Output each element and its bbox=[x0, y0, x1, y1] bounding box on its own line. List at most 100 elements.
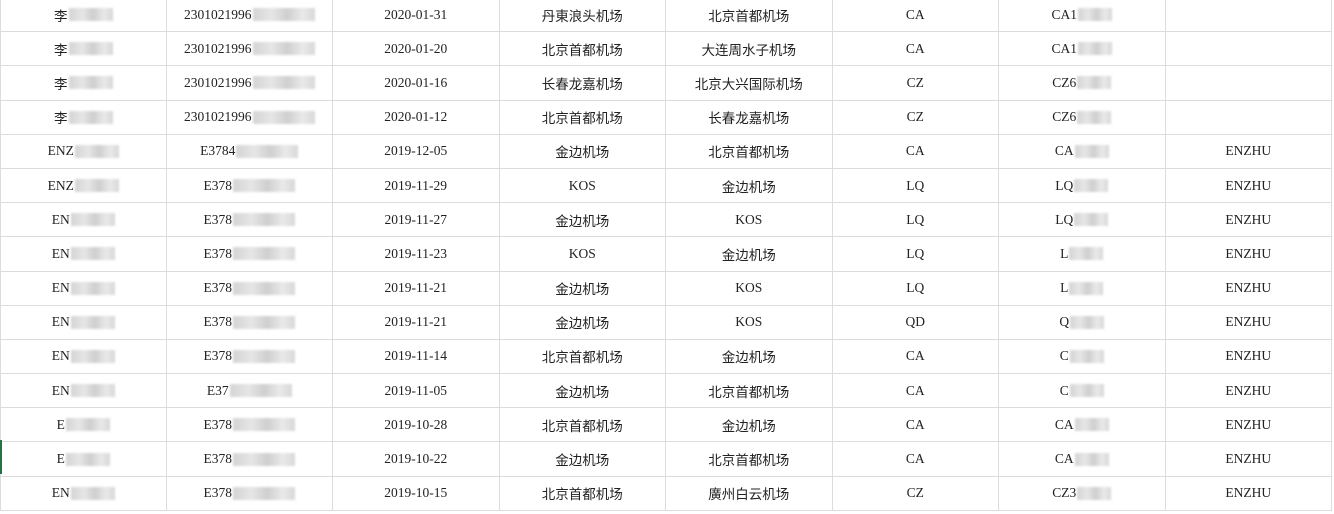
cell-airline-code[interactable]: CA bbox=[833, 339, 999, 374]
cell-arrival-airport[interactable]: KOS bbox=[666, 203, 833, 237]
cell-flight-number[interactable]: CA bbox=[999, 442, 1166, 476]
cell-airline-code[interactable]: CA bbox=[833, 374, 999, 408]
cell-airline-code[interactable]: CZ bbox=[833, 476, 999, 510]
cell-airline-code[interactable]: CA bbox=[833, 442, 999, 476]
cell-english-name[interactable]: ENZHU bbox=[1166, 203, 1332, 237]
cell-departure-airport[interactable]: KOS bbox=[500, 237, 666, 271]
cell-flight-number[interactable]: CZ6 bbox=[999, 100, 1166, 134]
cell-flight-number[interactable]: CA bbox=[999, 134, 1166, 168]
cell-airline-code[interactable]: CA bbox=[833, 408, 999, 442]
cell-passenger-name[interactable]: 李 bbox=[0, 32, 167, 66]
cell-flight-date[interactable]: 2019-10-22 bbox=[333, 442, 500, 476]
cell-english-name[interactable]: ENZHU bbox=[1166, 339, 1332, 374]
cell-airline-code[interactable]: CA bbox=[833, 0, 999, 32]
cell-flight-date[interactable]: 2019-11-29 bbox=[333, 168, 500, 203]
cell-arrival-airport[interactable]: 北京首都机场 bbox=[666, 374, 833, 408]
cell-departure-airport[interactable]: 长春龙嘉机场 bbox=[500, 66, 666, 100]
cell-passenger-name[interactable]: 李 bbox=[0, 66, 167, 100]
cell-flight-date[interactable]: 2020-01-31 bbox=[333, 0, 500, 32]
cell-airline-code[interactable]: LQ bbox=[833, 203, 999, 237]
cell-passenger-name[interactable]: ENZ bbox=[0, 168, 167, 203]
cell-passenger-name[interactable]: EN bbox=[0, 476, 167, 510]
cell-flight-number[interactable]: CA1 bbox=[999, 0, 1166, 32]
cell-airline-code[interactable]: LQ bbox=[833, 237, 999, 271]
cell-passenger-name[interactable]: ENZ bbox=[0, 134, 167, 168]
cell-arrival-airport[interactable]: 金边机场 bbox=[666, 408, 833, 442]
cell-flight-date[interactable]: 2019-12-05 bbox=[333, 134, 500, 168]
cell-flight-number[interactable]: Q bbox=[999, 305, 1166, 339]
cell-departure-airport[interactable]: 金边机场 bbox=[500, 374, 666, 408]
cell-english-name[interactable]: ENZHU bbox=[1166, 374, 1332, 408]
cell-flight-number[interactable]: LQ bbox=[999, 168, 1166, 203]
cell-flight-number[interactable]: CA1 bbox=[999, 32, 1166, 66]
cell-id-number[interactable]: E378 bbox=[167, 476, 333, 510]
cell-departure-airport[interactable]: 金边机场 bbox=[500, 271, 666, 305]
cell-id-number[interactable]: E378 bbox=[167, 305, 333, 339]
cell-flight-date[interactable]: 2019-11-21 bbox=[333, 305, 500, 339]
cell-flight-date[interactable]: 2020-01-20 bbox=[333, 32, 500, 66]
cell-flight-number[interactable]: C bbox=[999, 339, 1166, 374]
cell-arrival-airport[interactable]: 金边机场 bbox=[666, 339, 833, 374]
cell-departure-airport[interactable]: 金边机场 bbox=[500, 203, 666, 237]
cell-arrival-airport[interactable]: 北京首都机场 bbox=[666, 442, 833, 476]
cell-english-name[interactable] bbox=[1166, 32, 1332, 66]
cell-airline-code[interactable]: CZ bbox=[833, 66, 999, 100]
cell-english-name[interactable]: ENZHU bbox=[1166, 168, 1332, 203]
cell-arrival-airport[interactable]: 金边机场 bbox=[666, 237, 833, 271]
cell-english-name[interactable]: ENZHU bbox=[1166, 237, 1332, 271]
cell-english-name[interactable]: ENZHU bbox=[1166, 476, 1332, 510]
cell-flight-number[interactable]: CA bbox=[999, 408, 1166, 442]
cell-english-name[interactable]: ENZHU bbox=[1166, 134, 1332, 168]
cell-flight-date[interactable]: 2019-11-21 bbox=[333, 271, 500, 305]
cell-departure-airport[interactable]: 金边机场 bbox=[500, 442, 666, 476]
cell-passenger-name[interactable]: EN bbox=[0, 203, 167, 237]
cell-passenger-name[interactable]: EN bbox=[0, 305, 167, 339]
cell-english-name[interactable] bbox=[1166, 100, 1332, 134]
cell-arrival-airport[interactable]: 金边机场 bbox=[666, 168, 833, 203]
cell-passenger-name[interactable]: EN bbox=[0, 339, 167, 374]
cell-departure-airport[interactable]: 北京首都机场 bbox=[500, 408, 666, 442]
cell-arrival-airport[interactable]: 北京大兴国际机场 bbox=[666, 66, 833, 100]
cell-arrival-airport[interactable]: KOS bbox=[666, 305, 833, 339]
cell-departure-airport[interactable]: 北京首都机场 bbox=[500, 339, 666, 374]
cell-flight-number[interactable]: L bbox=[999, 237, 1166, 271]
cell-flight-date[interactable]: 2020-01-12 bbox=[333, 100, 500, 134]
cell-departure-airport[interactable]: KOS bbox=[500, 168, 666, 203]
cell-id-number[interactable]: E378 bbox=[167, 237, 333, 271]
cell-flight-date[interactable]: 2019-11-05 bbox=[333, 374, 500, 408]
cell-flight-date[interactable]: 2019-10-15 bbox=[333, 476, 500, 510]
cell-id-number[interactable]: E378 bbox=[167, 339, 333, 374]
cell-arrival-airport[interactable]: 北京首都机场 bbox=[666, 0, 833, 32]
cell-arrival-airport[interactable]: 长春龙嘉机场 bbox=[666, 100, 833, 134]
cell-id-number[interactable]: 2301021996 bbox=[167, 100, 333, 134]
cell-airline-code[interactable]: QD bbox=[833, 305, 999, 339]
cell-airline-code[interactable]: LQ bbox=[833, 168, 999, 203]
cell-id-number[interactable]: E378 bbox=[167, 408, 333, 442]
cell-id-number[interactable]: E378 bbox=[167, 203, 333, 237]
cell-passenger-name[interactable]: E bbox=[0, 408, 167, 442]
cell-passenger-name[interactable]: EN bbox=[0, 374, 167, 408]
cell-flight-number[interactable]: CZ6 bbox=[999, 66, 1166, 100]
cell-arrival-airport[interactable]: 大连周水子机场 bbox=[666, 32, 833, 66]
cell-flight-date[interactable]: 2019-11-27 bbox=[333, 203, 500, 237]
cell-flight-number[interactable]: CZ3 bbox=[999, 476, 1166, 510]
cell-arrival-airport[interactable]: KOS bbox=[666, 271, 833, 305]
cell-id-number[interactable]: E37 bbox=[167, 374, 333, 408]
cell-arrival-airport[interactable]: 廣州白云机场 bbox=[666, 476, 833, 510]
cell-english-name[interactable] bbox=[1166, 66, 1332, 100]
cell-flight-number[interactable]: LQ bbox=[999, 203, 1166, 237]
cell-flight-date[interactable]: 2019-11-14 bbox=[333, 339, 500, 374]
cell-airline-code[interactable]: LQ bbox=[833, 271, 999, 305]
cell-english-name[interactable]: ENZHU bbox=[1166, 271, 1332, 305]
cell-id-number[interactable]: E378 bbox=[167, 168, 333, 203]
cell-id-number[interactable]: E3784 bbox=[167, 134, 333, 168]
cell-passenger-name[interactable]: 李 bbox=[0, 100, 167, 134]
cell-id-number[interactable]: E378 bbox=[167, 271, 333, 305]
cell-departure-airport[interactable]: 金边机场 bbox=[500, 134, 666, 168]
cell-english-name[interactable]: ENZHU bbox=[1166, 408, 1332, 442]
cell-passenger-name[interactable]: E bbox=[0, 442, 167, 476]
cell-english-name[interactable]: ENZHU bbox=[1166, 305, 1332, 339]
cell-id-number[interactable]: 2301021996 bbox=[167, 0, 333, 32]
cell-passenger-name[interactable]: EN bbox=[0, 237, 167, 271]
cell-arrival-airport[interactable]: 北京首都机场 bbox=[666, 134, 833, 168]
